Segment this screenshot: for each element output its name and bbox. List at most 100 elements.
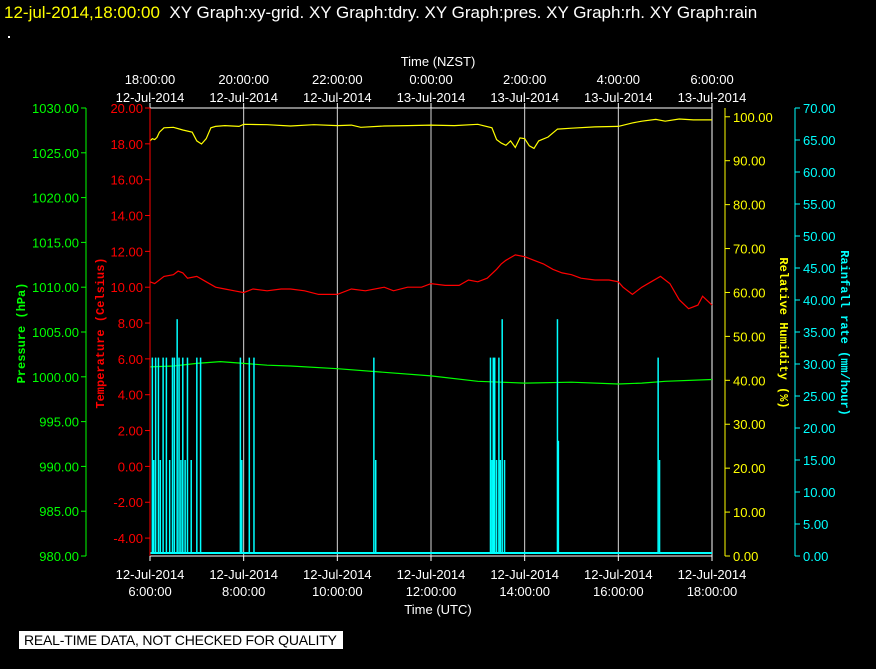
top-tick-date: 12-Jul-2014 [303, 90, 372, 105]
humidity-tick-label: 90.00 [733, 154, 766, 169]
pressure-tick-label: 990.00 [39, 459, 79, 474]
pressure-tick-label: 985.00 [39, 504, 79, 519]
rain-bar [657, 357, 659, 553]
humidity-tick-label: 20.00 [733, 461, 766, 476]
rain-tick-label: 70.00 [803, 101, 836, 116]
top-tick-date: 12-Jul-2014 [209, 90, 278, 105]
rain-tick-label: 25.00 [803, 389, 836, 404]
rain-bar [152, 460, 155, 553]
rain-tick-label: 35.00 [803, 325, 836, 340]
bottom-tick-time: 16:00:00 [593, 584, 644, 599]
rain-bar [556, 319, 559, 553]
rain-bar [493, 357, 496, 553]
humidity-tick-label: 30.00 [733, 417, 766, 432]
top-tick-time: 6:00:00 [690, 72, 733, 87]
rain-bar [199, 357, 202, 553]
temperature-tick-label: 2.00 [118, 424, 143, 439]
bottom-tick-time: 6:00:00 [128, 584, 171, 599]
header-dot [8, 36, 10, 38]
pressure-tick-label: 1010.00 [32, 280, 79, 295]
chart-series [149, 118, 713, 554]
rain-bar [151, 357, 154, 553]
temperature-series-line [149, 254, 713, 310]
rain-bar [165, 357, 168, 553]
rain-bar [498, 357, 500, 553]
humidity-series-line [149, 118, 712, 150]
temperature-tick-label: -4.00 [113, 531, 143, 546]
rain-bar [374, 460, 377, 553]
top-tick-date: 13-Jul-2014 [490, 90, 559, 105]
temperature-tick-label: 16.00 [110, 173, 143, 188]
rain-tick-label: 60.00 [803, 165, 836, 180]
temperature-tick-label: 18.00 [110, 137, 143, 152]
humidity-tick-label: 0.00 [733, 549, 758, 564]
humidity-tick-label: 50.00 [733, 329, 766, 344]
rain-bar [495, 460, 498, 553]
temperature-tick-label: -2.00 [113, 495, 143, 510]
pressure-axis-label: Pressure (hPa) [15, 283, 29, 384]
bottom-tick-date: 12-Jul-2014 [303, 567, 372, 582]
bottom-tick-date: 12-Jul-2014 [678, 567, 747, 582]
bottom-tick-date: 12-Jul-2014 [397, 567, 466, 582]
top-tick-time: 20:00:00 [218, 72, 269, 87]
top-tick-time: 4:00:00 [597, 72, 640, 87]
rain-tick-label: 15.00 [803, 453, 836, 468]
bottom-tick-time: 8:00:00 [222, 584, 265, 599]
rain-tick-label: 10.00 [803, 485, 836, 500]
bottom-axis-label: Time (UTC) [404, 602, 471, 617]
temperature-tick-label: 0.00 [118, 459, 143, 474]
rain-bar [239, 357, 242, 553]
rain-bar [182, 357, 184, 553]
bottom-tick-time: 18:00:00 [687, 584, 738, 599]
rain-bar [154, 357, 157, 553]
top-axis-label: Time (NZST) [401, 54, 476, 69]
humidity-tick-label: 10.00 [733, 505, 766, 520]
rain-bar [190, 460, 192, 553]
quality-notice: REAL-TIME DATA, NOT CHECKED FOR QUALITY [19, 631, 343, 649]
temperature-tick-label: 10.00 [110, 280, 143, 295]
temperature-tick-label: 20.00 [110, 101, 143, 116]
rain-axis-label: Rainfall rate (mm/hour) [837, 250, 851, 416]
bottom-tick-date: 12-Jul-2014 [584, 567, 653, 582]
top-tick-date: 12-Jul-2014 [116, 90, 185, 105]
rain-bar [489, 357, 492, 553]
humidity-tick-label: 100.00 [733, 110, 773, 125]
humidity-axis-label: Relative Humidity (%) [776, 257, 790, 408]
rain-bar [241, 460, 243, 553]
temperature-tick-label: 14.00 [110, 209, 143, 224]
temperature-tick-label: 8.00 [118, 316, 143, 331]
rain-bar [184, 460, 186, 553]
pressure-tick-label: 980.00 [39, 549, 79, 564]
top-tick-date: 13-Jul-2014 [678, 90, 747, 105]
rain-bar [491, 460, 493, 553]
rain-bar [248, 357, 251, 553]
temperature-tick-label: 4.00 [118, 388, 143, 403]
pressure-tick-label: 995.00 [39, 415, 79, 430]
rain-bar [173, 357, 176, 553]
chart-axes: 18:00:00 12-Jul-2014 12-Jul-2014 6:00:00 20:… [32, 72, 836, 599]
top-tick-time: 22:00:00 [312, 72, 363, 87]
bottom-tick-time: 12:00:00 [406, 584, 457, 599]
humidity-tick-label: 40.00 [733, 373, 766, 388]
rain-bar [503, 460, 506, 553]
humidity-tick-label: 60.00 [733, 285, 766, 300]
top-tick-date: 13-Jul-2014 [584, 90, 653, 105]
rain-tick-label: 0.00 [803, 549, 828, 564]
pressure-tick-label: 1030.00 [32, 101, 79, 116]
rain-tick-label: 50.00 [803, 229, 836, 244]
rain-bar [157, 357, 160, 553]
rain-bar [168, 460, 171, 553]
header-date: 12-jul-2014,18:00:00 [4, 3, 160, 22]
rain-tick-label: 20.00 [803, 421, 836, 436]
humidity-tick-label: 70.00 [733, 242, 766, 257]
bottom-tick-date: 12-Jul-2014 [209, 567, 278, 582]
top-tick-time: 18:00:00 [125, 72, 176, 87]
rain-tick-label: 45.00 [803, 261, 836, 276]
chart-grid [149, 107, 713, 557]
rain-tick-label: 55.00 [803, 197, 836, 212]
temperature-tick-label: 12.00 [110, 244, 143, 259]
header-titles: XY Graph:xy-grid. XY Graph:tdry. XY Grap… [169, 3, 758, 22]
rain-bar [178, 357, 180, 553]
rain-bar [196, 357, 198, 553]
